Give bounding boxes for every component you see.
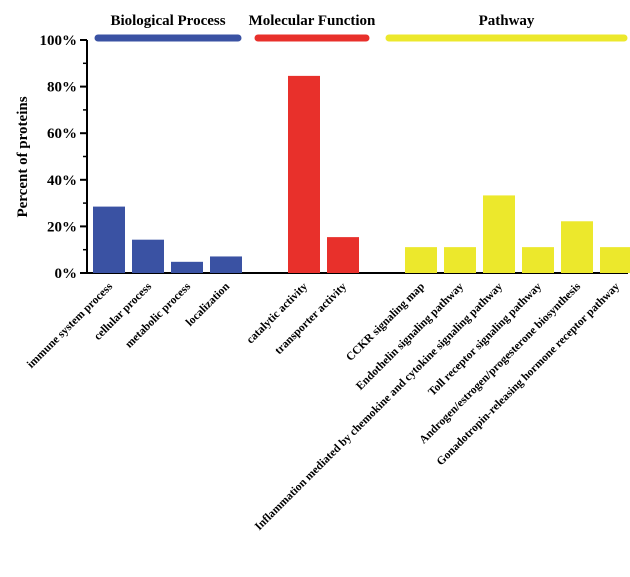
bar: [600, 247, 630, 273]
group-label: Pathway: [479, 13, 535, 29]
x-tick-label: Gonadotropin-releasing hormone receptor …: [435, 280, 623, 468]
group-labels: Biological Process Molecular Function Path…: [94, 13, 628, 42]
bar: [288, 75, 320, 273]
bar: [444, 247, 476, 273]
x-tick-label: Inflammation mediated by chemokine and c…: [253, 280, 505, 532]
bar: [522, 247, 554, 273]
y-tick-label: 100%: [40, 33, 78, 49]
group-label: Molecular Function: [249, 13, 376, 29]
y-tick-label: 0%: [55, 266, 78, 282]
bars: [93, 75, 630, 273]
y-axis-label: Percent of proteins: [15, 96, 31, 217]
bar: [171, 261, 203, 273]
x-tick-label: metabolic process: [123, 280, 193, 350]
y-tick-label: 20%: [47, 219, 77, 235]
x-tick-label: CCKR signaling map: [344, 281, 427, 364]
bar: [561, 221, 593, 273]
y-ticks: 0% 20% 40% 60% 80% 100%: [40, 33, 87, 282]
bar: [483, 195, 515, 273]
y-tick-label: 40%: [47, 173, 77, 189]
bar: [93, 206, 125, 273]
bar: [327, 237, 359, 273]
bar: [132, 239, 164, 273]
x-tick-label: transporter activity: [273, 280, 349, 356]
bar: [210, 256, 242, 273]
y-tick-label: 60%: [47, 126, 77, 142]
y-tick-label: 80%: [47, 80, 77, 96]
group-label: Biological Process: [110, 13, 225, 29]
bar: [405, 247, 437, 273]
